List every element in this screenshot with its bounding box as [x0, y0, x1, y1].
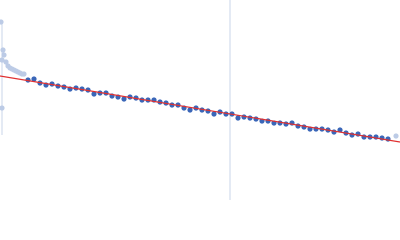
- data-point: [21, 71, 27, 77]
- data-point: [0, 47, 6, 53]
- data-point: [211, 111, 217, 117]
- data-point: [187, 107, 193, 113]
- data-point: [235, 115, 241, 121]
- chart: [0, 0, 400, 200]
- data-point: [393, 133, 399, 139]
- data-point: [0, 19, 4, 25]
- data-point: [0, 57, 5, 63]
- data-point: [1, 52, 7, 58]
- data-point: [121, 96, 127, 102]
- data-point: [31, 76, 37, 82]
- data-point: [91, 91, 97, 97]
- data-point: [3, 59, 9, 65]
- fit-line: [0, 75, 400, 143]
- data-point: [0, 105, 5, 111]
